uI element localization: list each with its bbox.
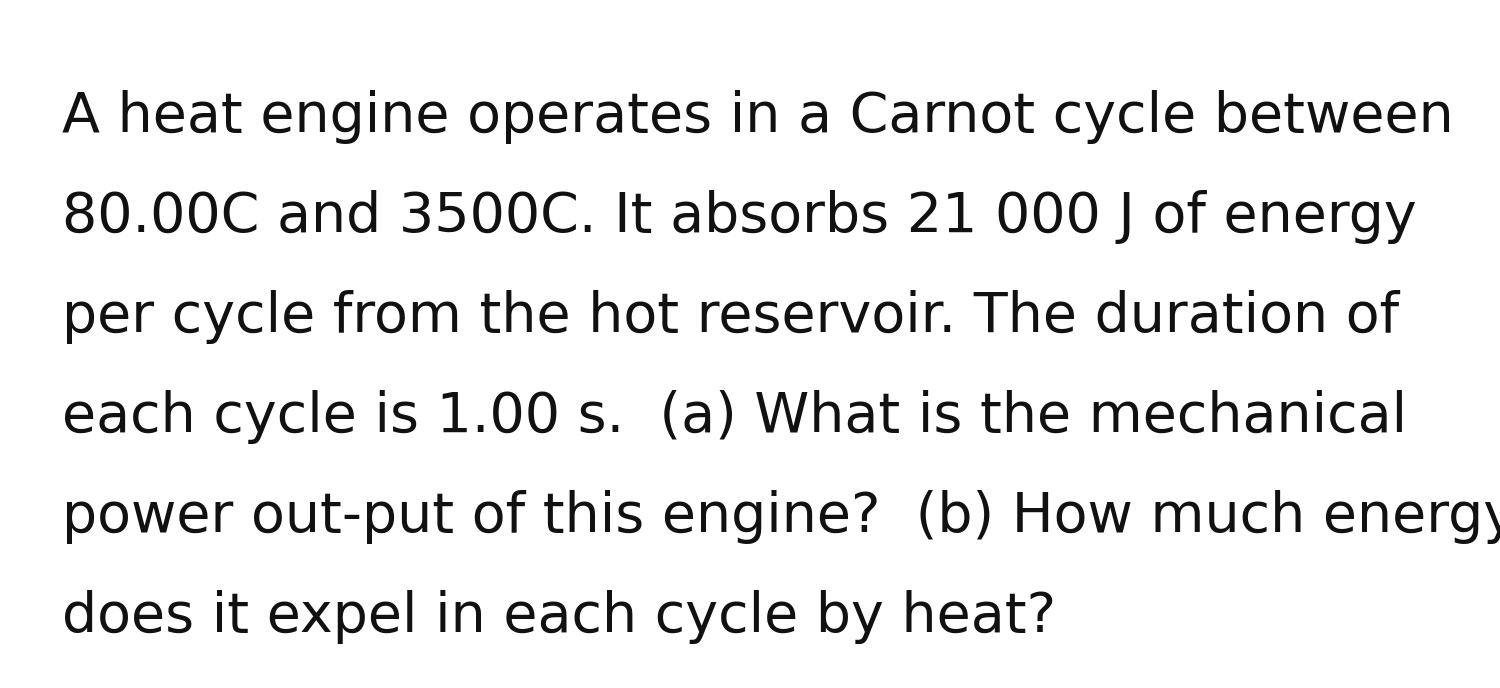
Text: 80.00C and 3500C. It absorbs 21 000 J of energy: 80.00C and 3500C. It absorbs 21 000 J of… bbox=[62, 190, 1416, 244]
Text: does it expel in each cycle by heat?: does it expel in each cycle by heat? bbox=[62, 590, 1056, 644]
Text: each cycle is 1.00 s.  (a) What is the mechanical: each cycle is 1.00 s. (a) What is the me… bbox=[62, 390, 1407, 444]
Text: A heat engine operates in a Carnot cycle between: A heat engine operates in a Carnot cycle… bbox=[62, 90, 1454, 144]
Text: power out-put of this engine?  (b) How much energy: power out-put of this engine? (b) How mu… bbox=[62, 490, 1500, 544]
Text: per cycle from the hot reservoir. The duration of: per cycle from the hot reservoir. The du… bbox=[62, 290, 1400, 344]
